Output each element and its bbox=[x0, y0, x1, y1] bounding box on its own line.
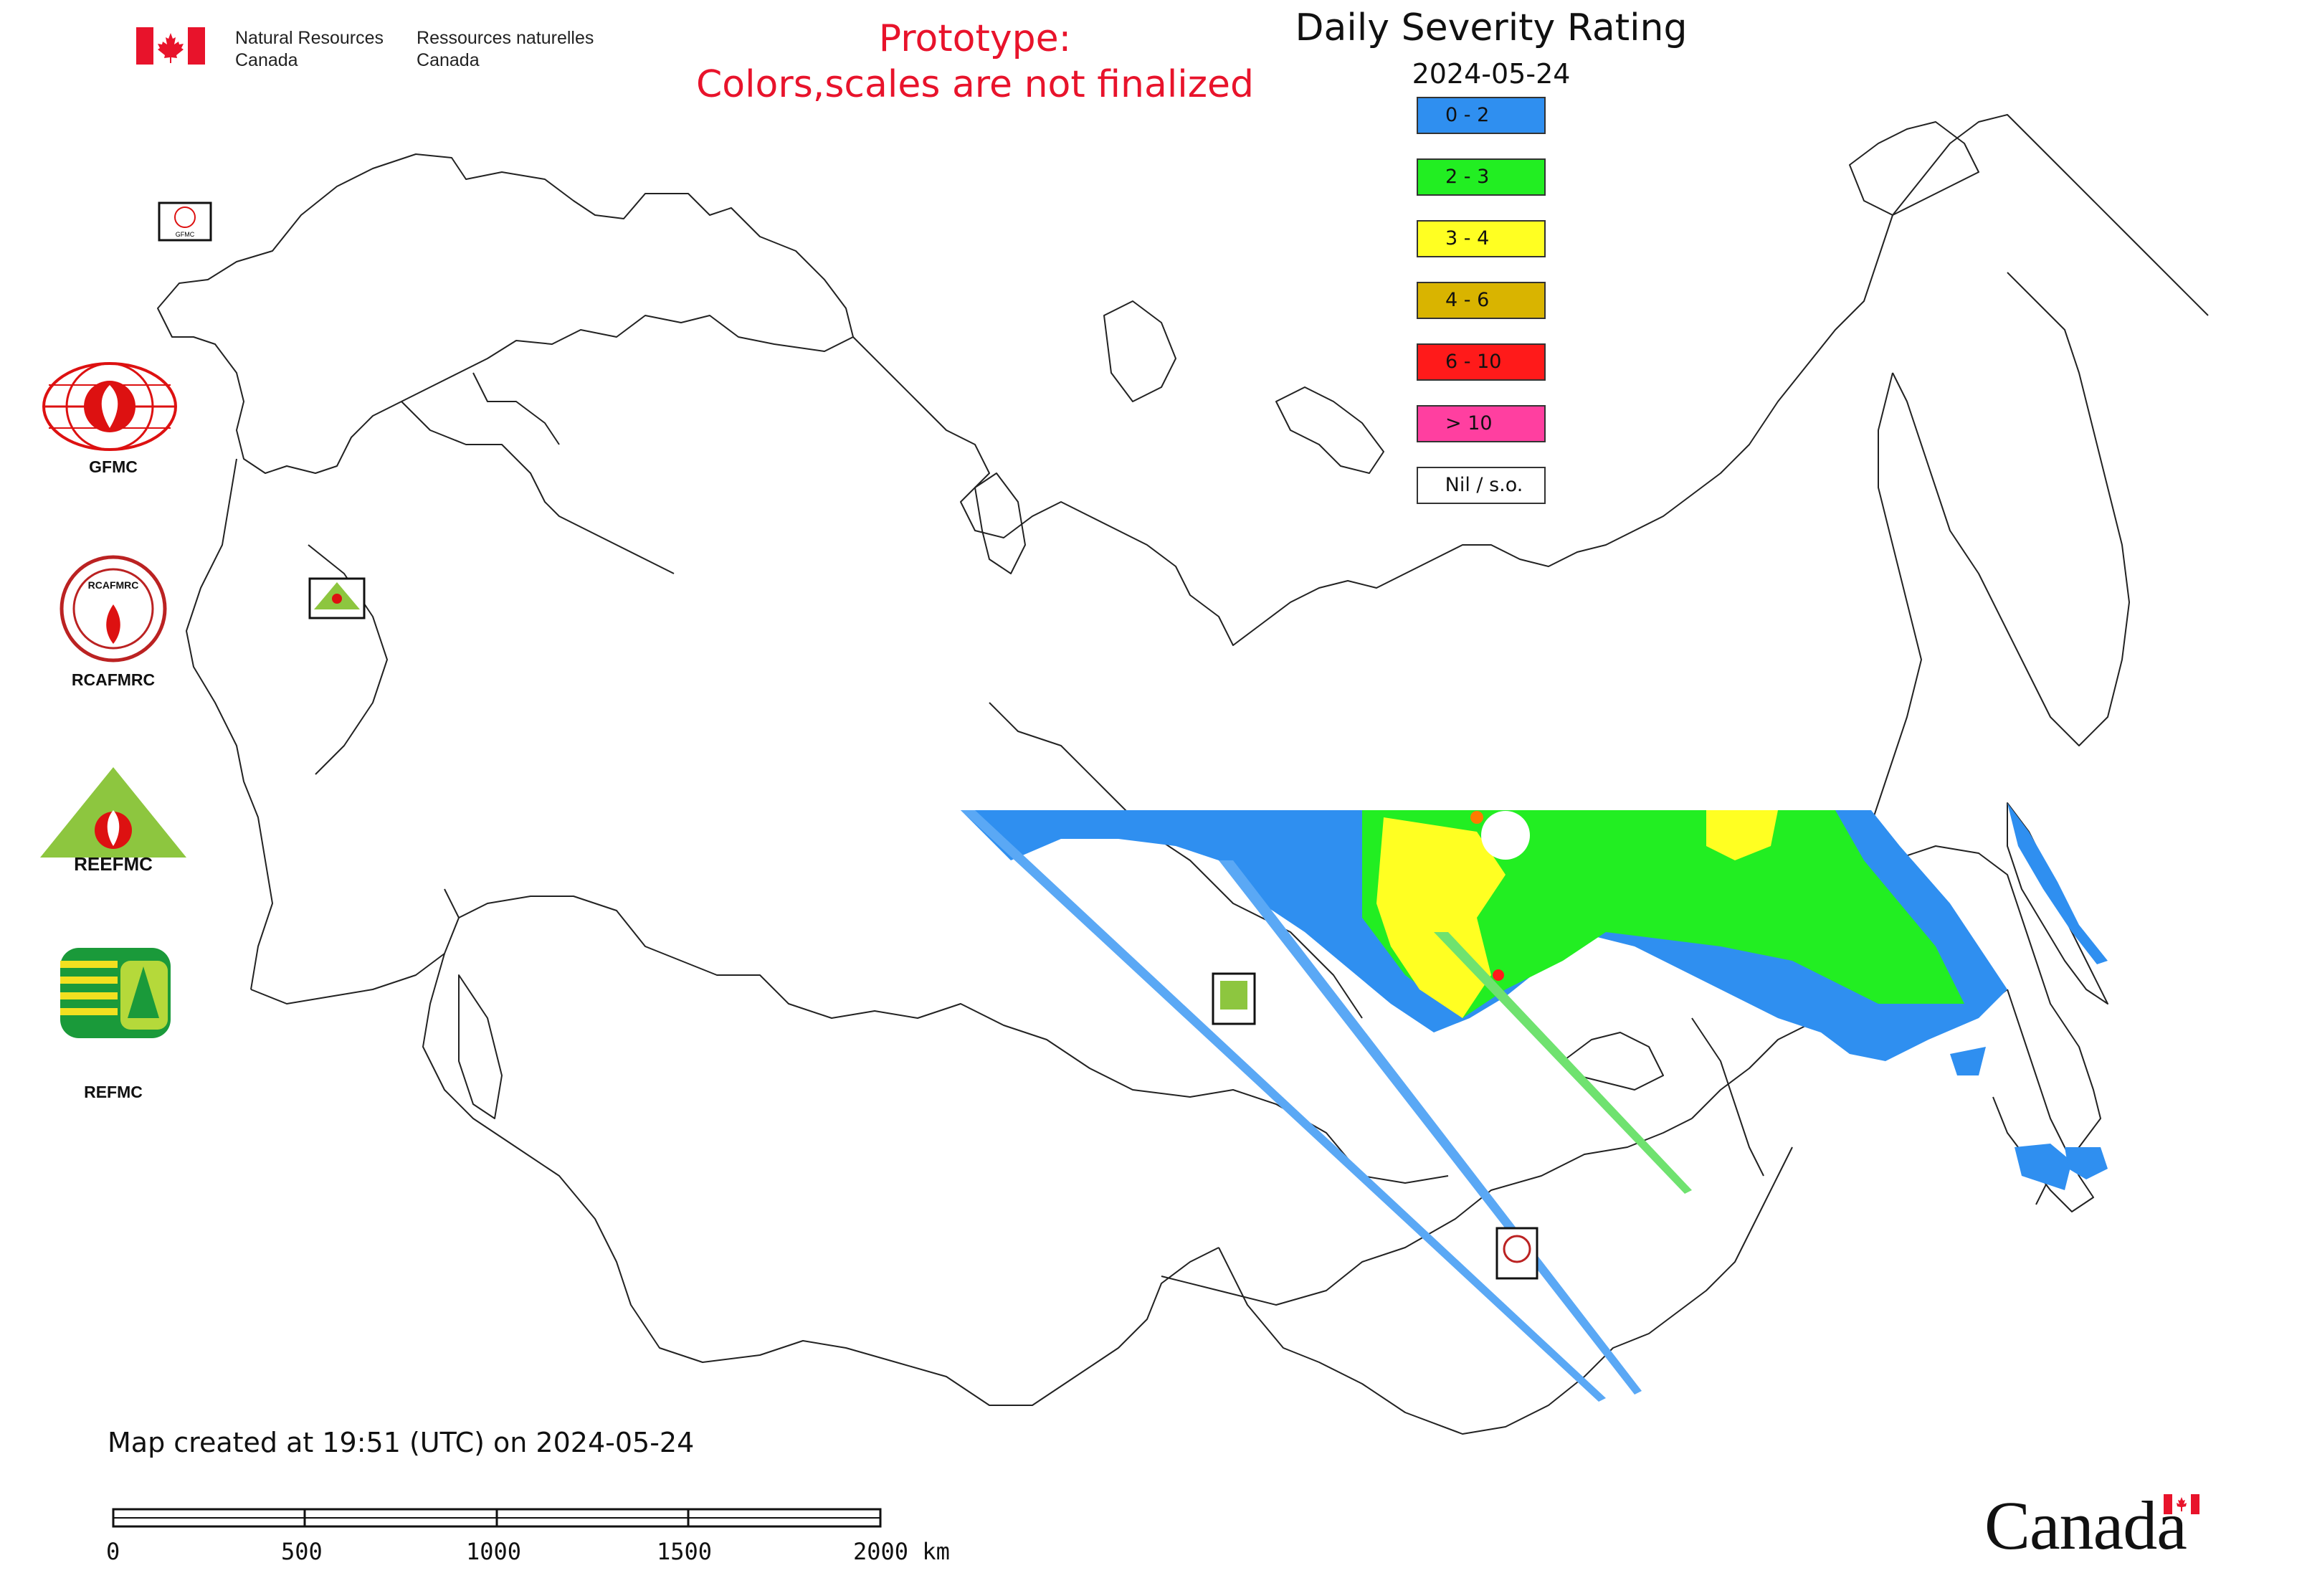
scale-bar bbox=[112, 1508, 882, 1528]
novaya-zemlya bbox=[1103, 300, 1176, 402]
legend-item: 4 - 6 bbox=[1417, 282, 1546, 319]
refmc-logo-icon bbox=[60, 948, 171, 1038]
dsr-green-band bbox=[1362, 810, 1964, 1018]
internal-border-1 bbox=[989, 702, 1363, 1019]
nrcan-signature: Natural Resources Canada Ressources natu… bbox=[136, 27, 627, 77]
scandinavia-coastline bbox=[157, 153, 854, 474]
arctic-coast bbox=[852, 114, 2209, 646]
internal-border-2 bbox=[308, 544, 388, 775]
logo-label-rcafmrc: RCAFMRC bbox=[71, 670, 156, 689]
logo-reefmc: REEFMC bbox=[37, 766, 189, 876]
rcafmrc-logo-icon: RCAFMRC bbox=[60, 555, 167, 662]
badge-gfmc bbox=[158, 201, 212, 242]
lake-baikal bbox=[1562, 1032, 1664, 1091]
dsr-orange-spot bbox=[1470, 811, 1483, 824]
legend-item: 3 - 4 bbox=[1417, 220, 1546, 257]
map-created-text: Map created at 19:51 (UTC) on 2024-05-24 bbox=[108, 1427, 695, 1458]
chukotka bbox=[1849, 121, 1979, 216]
reefmc-logo-icon: REEFMC bbox=[40, 767, 186, 875]
legend-date: 2024-05-24 bbox=[1412, 58, 1571, 90]
china-north bbox=[1218, 1146, 1793, 1435]
prototype-notice: Prototype: Colors,scales are not finaliz… bbox=[695, 17, 1255, 106]
yamal bbox=[974, 472, 1026, 574]
internal-border-3 bbox=[1691, 1017, 1764, 1177]
svg-text:REEFMC: REEFMC bbox=[74, 853, 153, 873]
dsr-raster bbox=[961, 803, 2108, 1402]
mongolia-border bbox=[1161, 1118, 1693, 1306]
kazakh-border bbox=[458, 896, 1449, 1184]
scale-label-0: 0 bbox=[106, 1538, 120, 1565]
scale-label-2000: 2000 km bbox=[853, 1538, 950, 1565]
legend-item: 2 - 3 bbox=[1417, 158, 1546, 196]
wordmark-flag-icon bbox=[2164, 1494, 2199, 1514]
dsr-streaks bbox=[961, 810, 1606, 1402]
svg-text:RCAFMRC: RCAFMRC bbox=[88, 579, 139, 591]
legend-title: Daily Severity Rating bbox=[1295, 6, 1688, 49]
legend-item: > 10 bbox=[1417, 405, 1546, 442]
baltic-coast bbox=[401, 401, 675, 574]
dsr-primorye-blue-2 bbox=[2065, 1147, 2108, 1179]
canada-flag-icon bbox=[136, 27, 205, 65]
logo-label-gfmc: GFMC bbox=[89, 457, 138, 476]
gfmc-logo-icon bbox=[42, 362, 177, 451]
okhotsk-coast bbox=[1863, 372, 2101, 1205]
agency-name-fr: Ressources naturelles Canada bbox=[417, 28, 594, 70]
scale-label-1500: 1500 bbox=[657, 1538, 713, 1565]
legend-item: 0 - 2 bbox=[1417, 97, 1546, 134]
logo-refmc bbox=[59, 946, 172, 1042]
central-asia-south bbox=[422, 953, 1219, 1406]
dsr-coast-blue bbox=[2007, 803, 2108, 964]
legend-item: 6 - 10 bbox=[1417, 343, 1546, 381]
scale-label-1000: 1000 bbox=[466, 1538, 522, 1565]
west-border bbox=[186, 458, 273, 990]
taymyr bbox=[1275, 386, 1384, 474]
kamchatka bbox=[1892, 272, 2130, 746]
logo-label-refmc: REFMC bbox=[84, 1083, 143, 1101]
caspian bbox=[458, 974, 503, 1119]
agency-name-en: Natural Resources Canada bbox=[235, 28, 384, 70]
svg-text:GFMC: GFMC bbox=[176, 231, 195, 238]
ukraine-border bbox=[250, 888, 460, 1004]
dsr-amur-blue bbox=[1950, 1047, 1986, 1075]
logo-rcafmrc: RCAFMRC bbox=[59, 554, 168, 666]
scale-label-500: 500 bbox=[281, 1538, 323, 1565]
finland-border bbox=[472, 372, 560, 445]
canada-wordmark: Canada bbox=[1984, 1486, 2199, 1565]
dsr-streaks-3 bbox=[1434, 932, 1692, 1194]
logo-gfmc bbox=[42, 360, 178, 456]
dsr-yellow-east bbox=[1706, 810, 1778, 860]
dsr-red-spot bbox=[1493, 969, 1504, 981]
dsr-primorye-blue bbox=[2015, 1144, 2072, 1190]
dsr-nil-spot bbox=[1481, 811, 1530, 860]
map-badges: GFMC bbox=[158, 201, 1538, 1280]
legend-item: Nil / s.o. bbox=[1417, 467, 1546, 504]
